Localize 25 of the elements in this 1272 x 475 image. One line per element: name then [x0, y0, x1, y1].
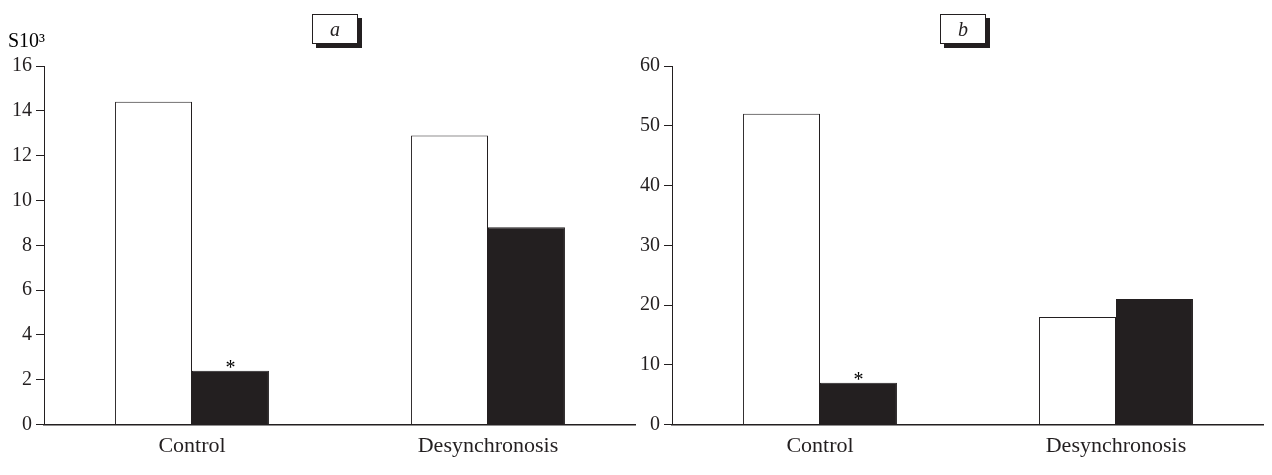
x-tick-label: Desynchronosis: [417, 431, 559, 457]
y-tick-label: 0: [22, 411, 32, 434]
y-tick-label: 30: [640, 232, 660, 255]
y-tick-label: 40: [640, 172, 660, 195]
y-tick-label: 12: [12, 142, 32, 165]
x-tick-label: Control: [158, 431, 226, 457]
y-tick-label: 20: [640, 292, 660, 315]
x-tick-label: Control: [786, 431, 854, 457]
y-tick-label: 50: [640, 113, 660, 136]
chart-title: b: [940, 14, 986, 44]
x-tick-label: Desynchronosis: [1045, 431, 1187, 457]
y-tick-label: 10: [640, 352, 660, 375]
annotation: *: [853, 368, 864, 391]
y-tick-label: 60: [640, 53, 660, 76]
y-tick-label: 16: [12, 53, 32, 76]
y-tick-label: 2: [22, 367, 32, 390]
y-tick-label: 6: [22, 277, 32, 300]
y-axis-title: S10³: [8, 29, 46, 52]
y-tick-label: 4: [22, 322, 32, 345]
chart-title: a: [312, 14, 358, 44]
annotation: *: [225, 356, 236, 379]
y-tick-label: 10: [12, 187, 32, 210]
y-tick-label: 0: [650, 411, 660, 434]
y-tick-label: 14: [12, 98, 32, 121]
y-tick-label: 8: [22, 232, 32, 255]
